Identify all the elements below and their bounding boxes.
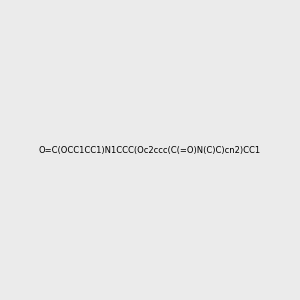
Text: O=C(OCC1CC1)N1CCC(Oc2ccc(C(=O)N(C)C)cn2)CC1: O=C(OCC1CC1)N1CCC(Oc2ccc(C(=O)N(C)C)cn2)…	[39, 146, 261, 154]
